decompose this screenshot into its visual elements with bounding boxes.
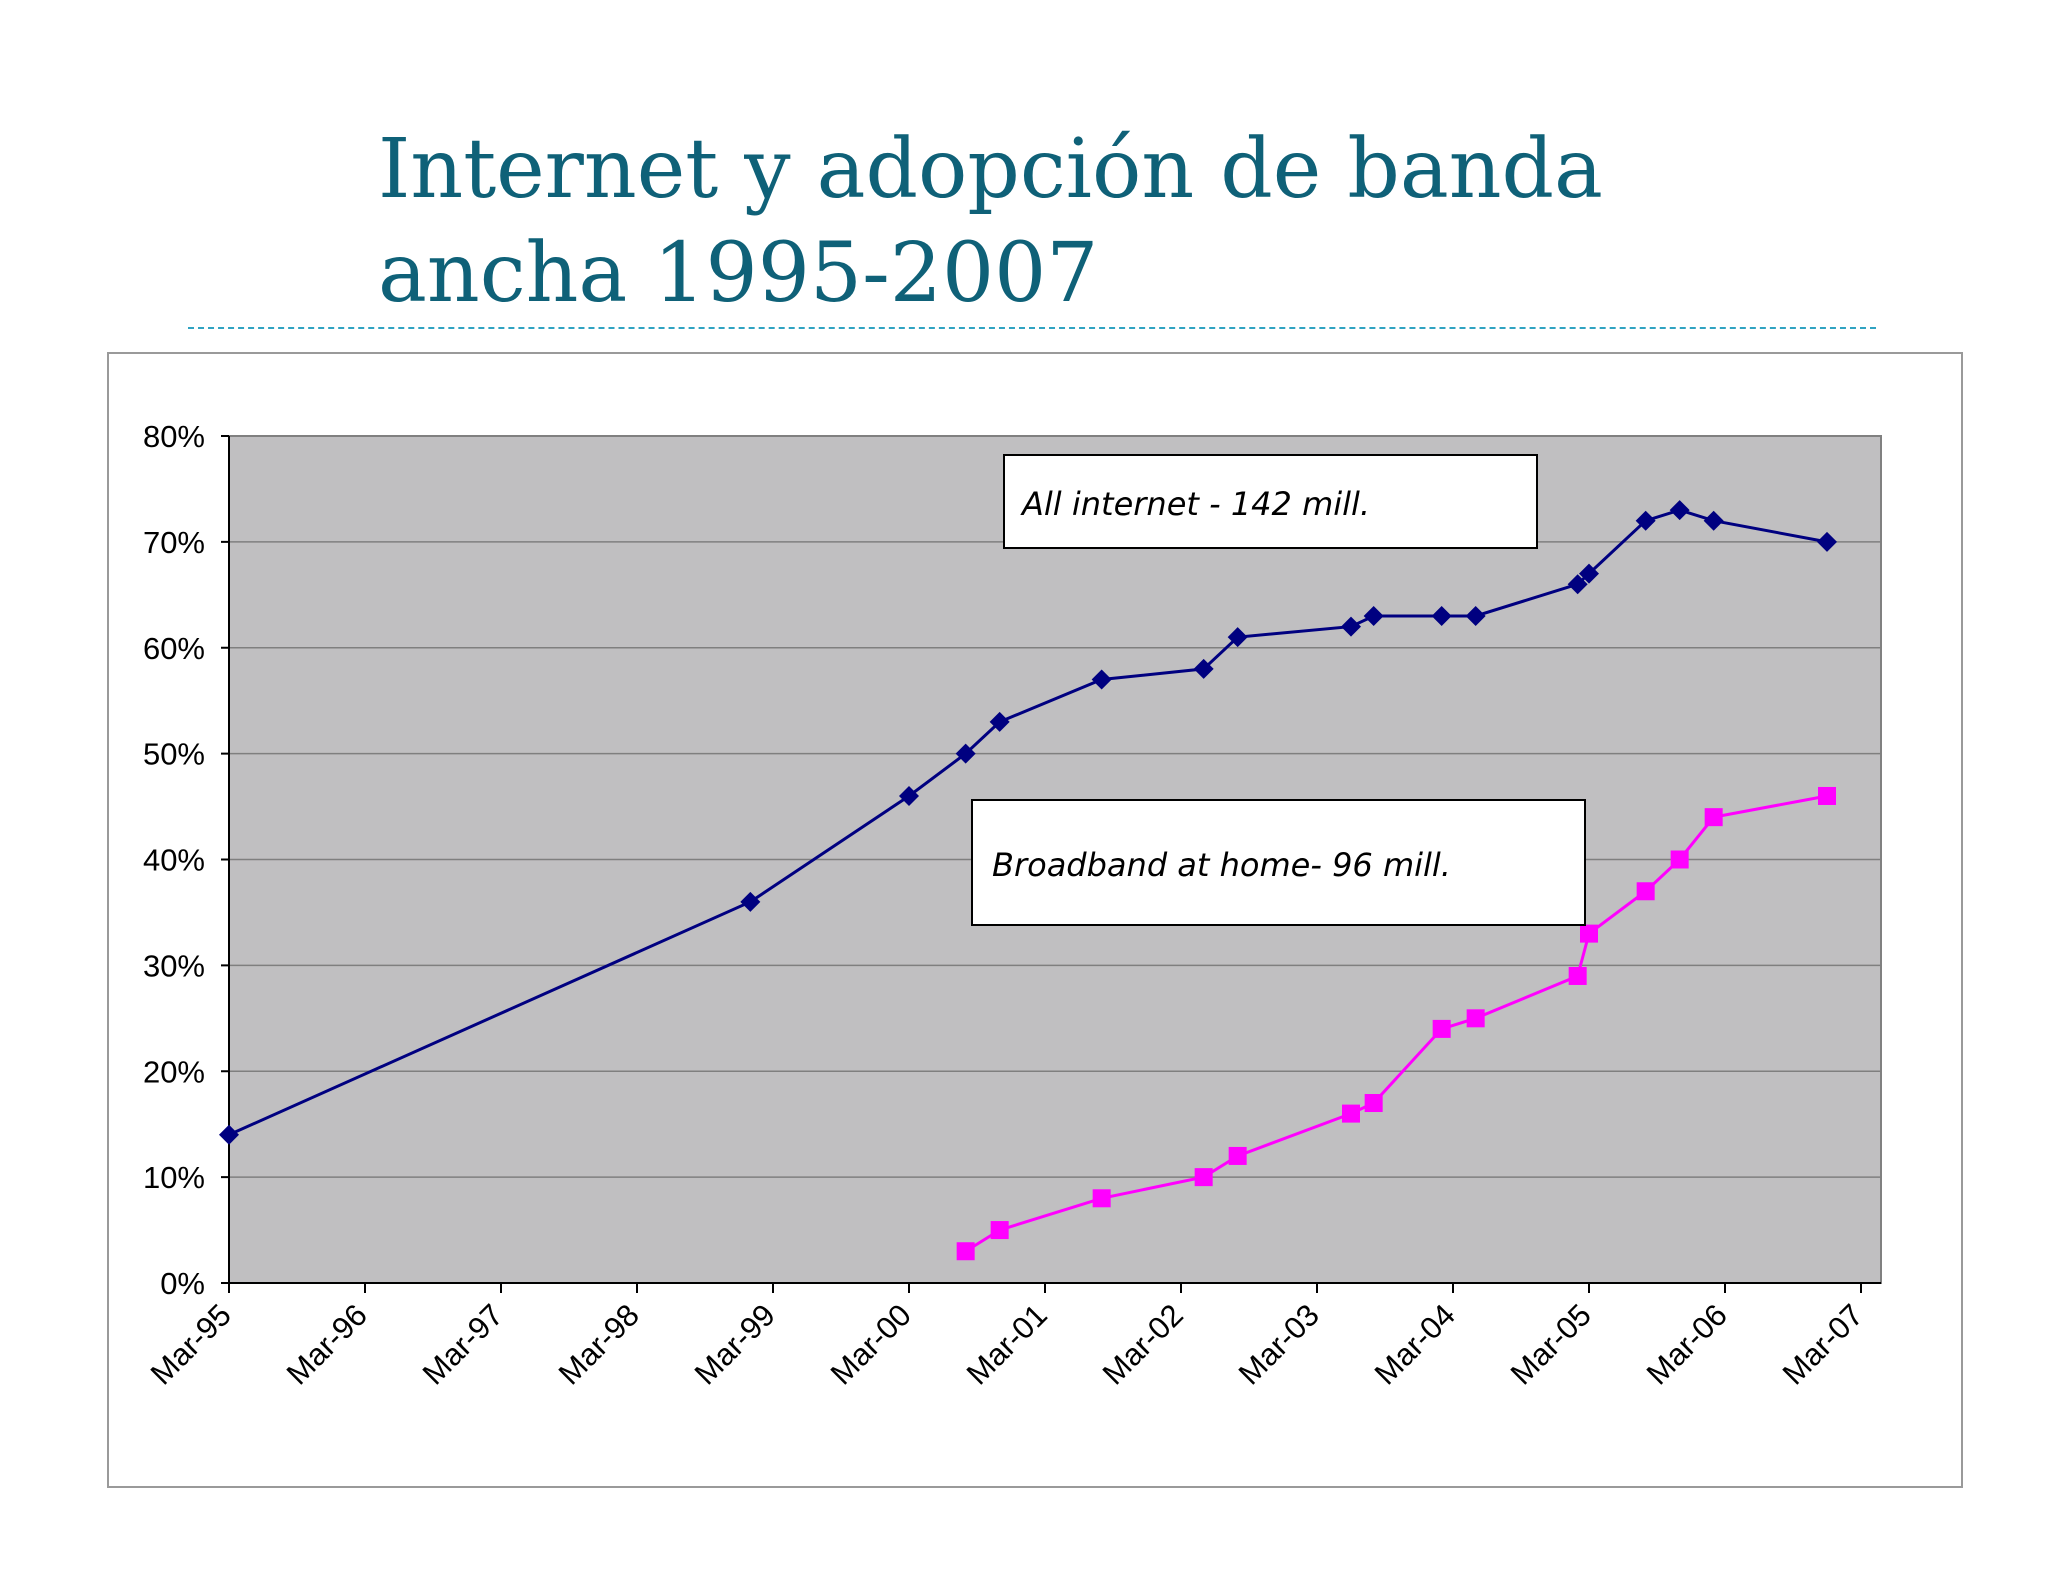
title-divider — [188, 327, 1876, 329]
data-point-all-internet — [1193, 658, 1214, 679]
data-point-all-internet — [1465, 605, 1486, 626]
data-point-broadband — [1704, 808, 1723, 827]
y-tick-label: 70% — [143, 525, 205, 560]
y-tick-label: 50% — [143, 737, 205, 772]
series-layer — [219, 500, 1837, 1261]
data-point-broadband — [990, 1221, 1009, 1240]
data-point-all-internet — [1363, 605, 1384, 626]
slide-title-line-1: Internet y adopción de banda — [378, 122, 1603, 217]
data-point-broadband — [1636, 882, 1655, 901]
data-point-all-internet — [740, 891, 761, 912]
callout-all-internet-text: All internet - 142 mill. — [1020, 485, 1370, 523]
data-point-all-internet — [1635, 510, 1656, 531]
data-point-all-internet — [989, 711, 1010, 732]
callout-all-internet: All internet - 142 mill. — [1003, 454, 1538, 549]
data-point-all-internet — [1227, 627, 1248, 648]
y-tick-label: 10% — [143, 1160, 205, 1195]
data-point-broadband — [1092, 1189, 1111, 1208]
data-point-all-internet — [1567, 574, 1588, 595]
data-point-all-internet — [1817, 531, 1837, 552]
data-point-all-internet — [219, 1124, 239, 1145]
data-point-all-internet — [1579, 563, 1599, 584]
data-point-all-internet — [1091, 669, 1112, 690]
data-point-broadband — [956, 1242, 975, 1261]
y-tick-label: 80% — [143, 419, 205, 454]
y-tick-label: 20% — [143, 1054, 205, 1089]
data-point-broadband — [1364, 1094, 1383, 1113]
data-point-broadband — [1568, 966, 1587, 985]
data-point-all-internet — [1703, 510, 1724, 531]
callout-broadband: Broadband at home- 96 mill. — [971, 799, 1586, 926]
data-point-broadband — [1432, 1019, 1451, 1038]
y-tick-labels: 0% 10% 20% 30% 40% 50% 60% 70% 80% — [143, 419, 205, 1301]
data-point-broadband — [1580, 924, 1598, 943]
slide-title: Internet y adopción de banda ancha 1995-… — [378, 118, 1878, 326]
y-tick-label: 60% — [143, 631, 205, 666]
data-point-all-internet — [1431, 605, 1452, 626]
callout-broadband-box — [971, 799, 1586, 926]
y-tick-label: 30% — [143, 948, 205, 983]
data-point-all-internet — [1341, 616, 1361, 637]
data-point-broadband — [1670, 850, 1689, 869]
data-point-all-internet — [955, 743, 976, 764]
callout-all-internet-box — [1003, 454, 1538, 549]
y-tick-label: 40% — [143, 843, 205, 878]
slide-title-line-2: ancha 1995-2007 — [378, 226, 1099, 321]
data-point-all-internet — [899, 785, 919, 806]
data-point-broadband — [1466, 1009, 1485, 1028]
data-point-broadband — [1818, 786, 1836, 805]
data-point-all-internet — [1669, 500, 1690, 521]
y-tick-label: 0% — [160, 1266, 205, 1301]
callout-broadband-text: Broadband at home- 96 mill. — [992, 846, 1451, 884]
data-point-broadband — [1194, 1168, 1213, 1187]
data-point-broadband — [1342, 1104, 1360, 1123]
data-point-broadband — [1228, 1146, 1247, 1165]
